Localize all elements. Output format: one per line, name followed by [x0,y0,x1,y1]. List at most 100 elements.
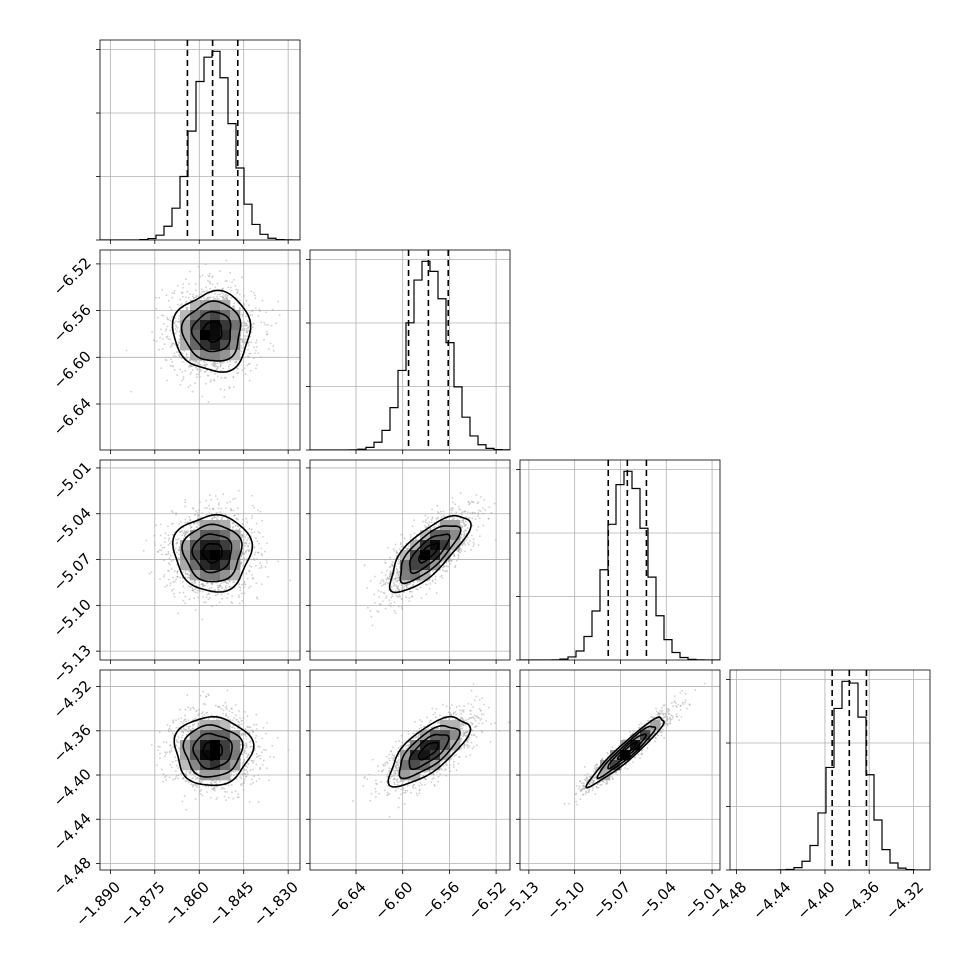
scatter-point [221,597,224,600]
scatter-point [221,295,224,298]
scatter-point [214,373,216,375]
scatter-point [405,580,408,582]
density-cell [190,320,201,331]
scatter-point [184,505,187,508]
scatter-point [189,293,192,296]
scatter-point [224,586,227,589]
scatter-point [182,378,185,380]
scatter-point [430,519,433,521]
panel-content [100,40,300,240]
scatter-point [264,550,266,553]
scatter-point [203,601,205,604]
scatter-point [179,576,182,579]
scatter-point [193,582,196,585]
scatter-point [216,584,219,587]
density-cell [180,550,191,561]
scatter-point [272,349,275,352]
scatter-point [197,265,200,268]
scatter-point [450,512,452,514]
scatter-point [247,344,250,347]
scatter-point [454,503,457,506]
scatter-point [460,526,463,529]
scatter-point [191,581,194,584]
scatter-point [176,575,179,578]
scatter-point [266,542,268,545]
axes-frame [309,249,511,451]
scatter-point [196,376,198,379]
scatter-point [209,508,212,510]
scatter-point [452,507,454,510]
scatter-point [226,298,229,301]
scatter-point [471,517,474,520]
scatter-point [171,316,174,318]
scatter-point [233,514,236,517]
scatter-point [242,518,244,521]
scatter-point [431,508,433,511]
scatter-point [376,610,379,613]
scatter-point [174,328,177,330]
scatter-point [244,373,247,375]
scatter-point [227,365,230,368]
scatter-point [172,534,175,536]
scatter-point [161,314,163,317]
scatter-point [182,532,185,535]
scatter-point [178,559,180,561]
scatter-point [247,537,250,540]
scatter-point [257,509,259,512]
scatter-point [172,522,174,525]
scatter-point [206,364,209,366]
scatter-point [163,546,166,549]
contour-level-1.5 [181,523,243,583]
scatter-point [155,307,158,310]
scatter-point [424,520,427,523]
scatter-point [246,330,249,332]
scatter-point [479,535,481,538]
scatter-point [246,324,248,326]
scatter-point [175,512,177,514]
scatter-point [243,559,246,561]
scatter-point [241,309,244,311]
scatter-point [228,580,231,583]
scatter-point [195,526,198,528]
scatter-point [243,580,246,583]
axes-frame [519,459,721,661]
scatter-point [255,564,257,567]
scatter-point [211,507,214,510]
scatter-point [204,364,206,367]
scatter-point [175,351,178,353]
scatter-point [247,326,250,329]
scatter-point [205,286,207,289]
scatter-point [207,274,210,277]
scatter-point [425,519,427,521]
scatter-point [178,591,181,594]
scatter-point [177,320,180,323]
scatter-point [258,532,261,534]
scatter-point [251,515,254,517]
scatter-point [178,330,181,333]
scatter-point [212,516,215,519]
scatter-point [267,323,269,326]
scatter-point [241,523,244,525]
scatter-point [248,379,251,382]
scatter-point [243,586,245,589]
scatter-point [184,570,187,572]
scatter-point [201,512,204,514]
scatter-point [243,367,246,370]
scatter-point [474,518,477,521]
scatter-point [214,297,217,300]
scatter-point [278,314,281,316]
scatter-point [228,363,231,366]
scatter-point [468,539,471,542]
scatter-point [211,605,214,608]
scatter-point [192,360,195,362]
scatter-point [184,531,187,534]
scatter-point [217,502,220,505]
scatter-point [244,335,246,337]
scatter-point [171,292,174,294]
scatter-panel-p3-p1 [96,459,301,664]
scatter-point [223,361,226,363]
scatter-point [249,335,252,338]
scatter-point [173,352,176,355]
scatter-point [232,305,235,308]
scatter-point [388,599,391,602]
